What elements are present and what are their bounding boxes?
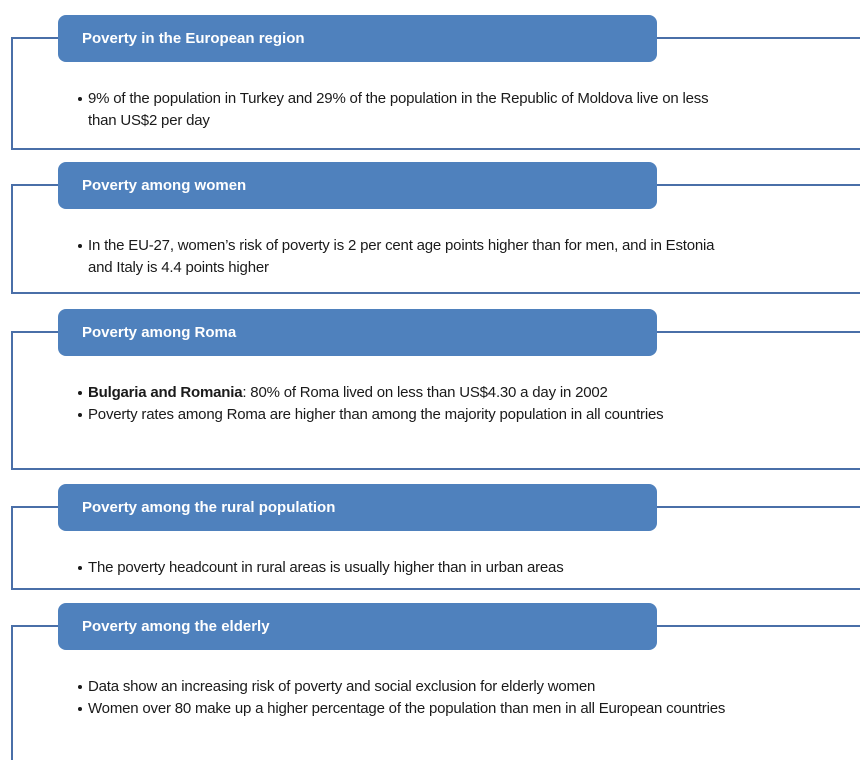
section-frame — [11, 625, 860, 760]
section-header: Poverty among the rural population — [58, 484, 657, 531]
bullet — [78, 391, 82, 395]
frame-top-right — [657, 506, 860, 508]
bullet-item: In the EU-27, women’s risk of poverty is… — [78, 235, 738, 279]
bullet-list: In the EU-27, women’s risk of poverty is… — [78, 235, 738, 279]
section-frame — [11, 331, 860, 470]
bullet — [78, 685, 82, 689]
section-frame — [11, 506, 860, 590]
bullet-item: Bulgaria and Romania: 80% of Roma lived … — [78, 382, 738, 404]
frame-top-left — [11, 37, 58, 39]
bullet-item: Women over 80 make up a higher percentag… — [78, 698, 738, 720]
item-text: Women over 80 make up a higher percentag… — [88, 700, 726, 717]
item-text: Data show an increasing risk of poverty … — [88, 678, 596, 695]
section-header: Poverty among Roma — [58, 309, 657, 356]
bullet-item: Data show an increasing risk of poverty … — [78, 676, 738, 698]
item-text: The poverty headcount in rural areas is … — [88, 559, 564, 576]
bullet-item: Poverty rates among Roma are higher than… — [78, 404, 738, 426]
item-text: : 80% of Roma lived on less than US$4.30… — [242, 384, 608, 401]
bullet-list: Bulgaria and Romania: 80% of Roma lived … — [78, 382, 738, 426]
bullet-item: 9% of the population in Turkey and 29% o… — [78, 88, 738, 132]
frame-top-left — [11, 184, 58, 186]
item-text: 9% of the population in Turkey and 29% o… — [88, 90, 709, 129]
bullet — [78, 244, 82, 248]
frame-top-left — [11, 625, 58, 627]
item-text: In the EU-27, women’s risk of poverty is… — [88, 237, 715, 276]
bullet — [78, 97, 82, 101]
bullet-item: The poverty headcount in rural areas is … — [78, 557, 738, 579]
item-text: Poverty rates among Roma are higher than… — [88, 406, 664, 423]
frame-top-right — [657, 184, 860, 186]
bold-text: Bulgaria and Romania — [88, 384, 243, 401]
bullet — [78, 566, 82, 570]
frame-top-right — [657, 625, 860, 627]
bullet-list: The poverty headcount in rural areas is … — [78, 557, 738, 579]
bullet-list: 9% of the population in Turkey and 29% o… — [78, 88, 738, 132]
bullet-list: Data show an increasing risk of poverty … — [78, 676, 738, 720]
bullet — [78, 413, 82, 417]
frame-top-left — [11, 331, 58, 333]
frame-top-left — [11, 506, 58, 508]
section-frame — [11, 184, 860, 294]
section-header: Poverty among women — [58, 162, 657, 209]
bullet — [78, 707, 82, 711]
frame-top-right — [657, 37, 860, 39]
section-header: Poverty in the European region — [58, 15, 657, 62]
frame-top-right — [657, 331, 860, 333]
section-frame — [11, 37, 860, 150]
section-header: Poverty among the elderly — [58, 603, 657, 650]
